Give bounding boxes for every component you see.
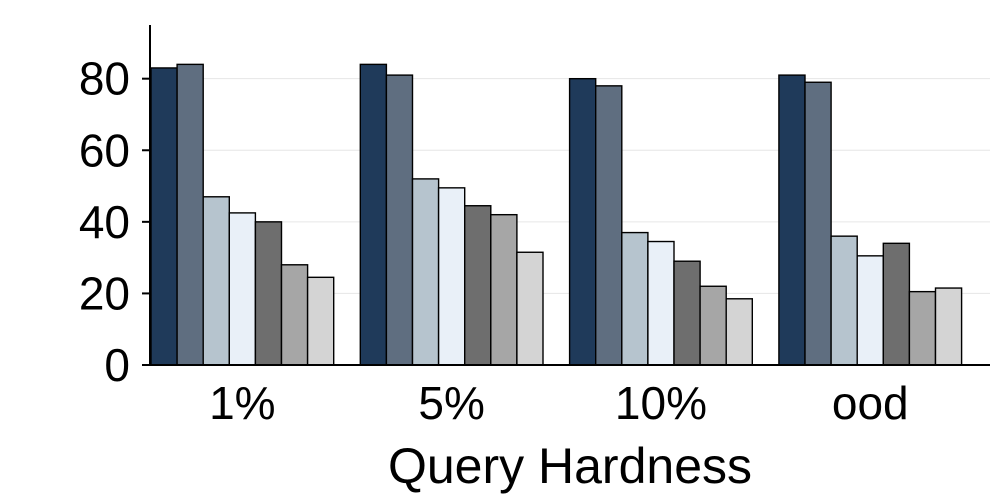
bar xyxy=(150,67,178,366)
bar xyxy=(778,74,806,366)
bar xyxy=(595,85,623,366)
x-axis-title: Query Hardness xyxy=(388,438,752,494)
bar xyxy=(882,242,911,366)
x-tick-label: 1% xyxy=(209,377,275,429)
y-axis-ticks: 0 20 40 60 80 xyxy=(79,53,150,391)
bars xyxy=(150,63,963,366)
bar xyxy=(359,63,388,366)
bar xyxy=(464,205,492,366)
bar xyxy=(490,213,518,366)
x-tick-label: 5% xyxy=(418,377,484,429)
y-tick-label: 80 xyxy=(79,53,130,105)
bar xyxy=(176,63,204,366)
y-tick-label: 60 xyxy=(79,124,130,176)
bar xyxy=(516,251,544,366)
y-tick-label: 20 xyxy=(79,267,130,319)
bar xyxy=(568,77,597,366)
bar xyxy=(202,196,230,366)
bar xyxy=(280,264,309,366)
bar xyxy=(647,240,675,366)
bar xyxy=(804,81,832,366)
bar xyxy=(725,298,754,366)
bar xyxy=(621,231,649,366)
bar xyxy=(306,276,335,366)
bar xyxy=(830,235,858,366)
bar xyxy=(934,287,963,366)
bar xyxy=(254,221,283,366)
bar xyxy=(699,285,727,366)
y-tick-label: 40 xyxy=(79,196,130,248)
bar xyxy=(228,212,257,366)
bar xyxy=(385,74,414,366)
y-tick-label: 0 xyxy=(104,339,130,391)
x-axis-ticks: 1% 5% 10% ood xyxy=(209,377,909,429)
bar xyxy=(411,178,440,366)
bar xyxy=(437,187,466,366)
bar xyxy=(908,290,937,366)
x-tick-label: 10% xyxy=(615,377,707,429)
x-tick-label: ood xyxy=(832,377,909,429)
bar xyxy=(673,260,701,366)
bar xyxy=(856,255,885,366)
